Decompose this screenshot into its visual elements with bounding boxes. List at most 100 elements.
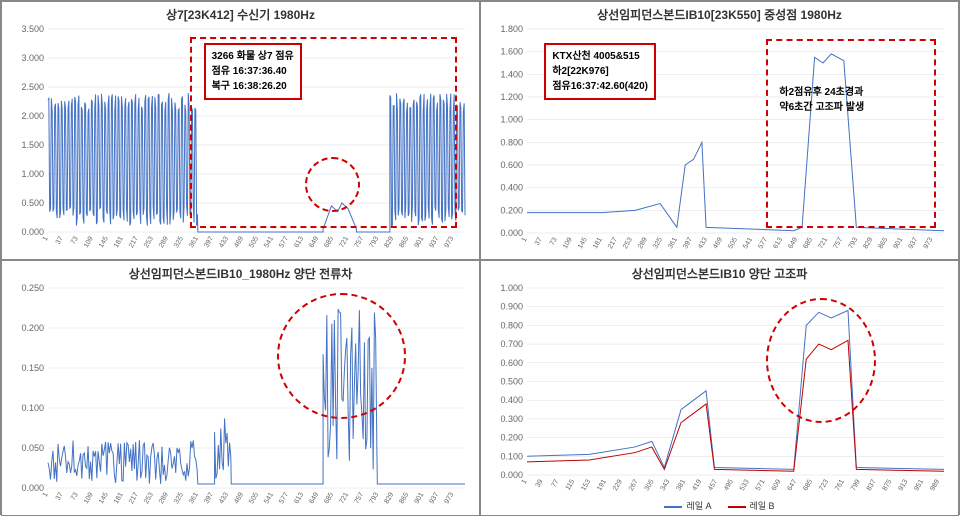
x-tick-label: 325 [173,235,185,249]
y-tick-label: 3.500 [21,25,44,34]
x-tick-label: 289 [158,235,170,249]
chart-area: 0.0000.5001.0001.5002.0002.5003.0003.500… [10,25,471,256]
x-tick-label: 793 [368,235,380,249]
x-tick-label: 267 [628,478,640,492]
x-tick-label: 145 [98,235,110,249]
x-tick-label: 145 [98,491,110,505]
x-tick-label: 495 [723,478,735,492]
x-tick-label: 153 [580,478,592,492]
y-tick-label: 1.000 [500,284,523,293]
y-tick-label: 0.500 [500,377,523,387]
x-tick-label: 793 [847,236,859,250]
x-tick-label: 613 [293,491,305,505]
panel-bottom-left: 상선임피던스본드IB10_1980Hz 양단 전류차 0.0000.0500.1… [1,260,480,516]
x-tick-label: 397 [682,236,694,250]
x-tick-label: 577 [757,236,769,250]
y-tick-label: 2.000 [21,111,44,121]
x-tick-label: 419 [691,478,703,492]
panel-top-left: 상7[23K412] 수신기 1980Hz 0.0000.5001.0001.5… [1,1,480,260]
panel-bottom-right: 상선임피던스본드IB10 양단 고조파 0.0000.1000.2000.300… [480,260,959,516]
x-tick-label: 613 [293,235,305,249]
x-tick-label: 541 [742,236,754,250]
x-tick-label: 837 [866,478,878,492]
annotation-line: 복구 16:38:26.20 [212,79,294,94]
x-tick-label: 721 [817,236,829,250]
x-tick-label: 433 [697,236,709,250]
panel-top-right: 상선임피던스본드IB10[23K550] 중성점 1980Hz 0.0000.2… [480,1,959,260]
y-tick-label: 1.200 [500,92,523,102]
x-tick-label: 1 [42,491,50,498]
x-tick-label: 109 [83,235,95,249]
annotation-line: 하2[22K976] [552,64,648,79]
x-tick-label: 469 [233,491,245,505]
x-tick-label: 469 [712,236,724,250]
y-tick-label: 0.800 [500,320,523,330]
annotation-text-box: KTX산천 4005&515하2[22K976]점유16:37:42.60(42… [544,43,656,100]
y-tick-label: 0.000 [21,227,44,237]
x-tick-label: 799 [850,478,862,492]
x-tick-label: 649 [308,235,320,249]
x-tick-label: 217 [607,236,619,250]
y-tick-label: 1.800 [500,25,523,34]
x-tick-label: 469 [233,235,245,249]
x-tick-label: 433 [218,235,230,249]
x-tick-label: 305 [644,478,656,492]
annotation-line: 점유 16:37:36.40 [212,64,294,79]
x-tick-label: 361 [188,491,200,505]
x-tick-label: 685 [323,491,335,505]
chart-title: 상선임피던스본드IB10 양단 고조파 [489,265,950,282]
y-tick-label: 0.400 [500,183,523,193]
x-tick-label: 505 [248,491,260,505]
x-tick-label: 217 [128,235,140,249]
x-tick-label: 757 [353,491,365,505]
x-tick-label: 433 [218,491,230,505]
legend-swatch [664,506,682,508]
x-tick-label: 381 [675,478,687,492]
x-tick-label: 181 [592,236,604,250]
x-tick-label: 649 [308,491,320,505]
x-tick-label: 609 [771,478,783,492]
x-tick-label: 253 [143,491,155,505]
chart-svg: 0.0000.1000.2000.3000.4000.5000.6000.700… [489,284,950,511]
y-tick-label: 0.000 [500,470,523,480]
annotation-line: 약6초간 고조파 발생 [779,100,864,115]
chart-legend: 레일 A레일 B [489,499,950,512]
x-tick-label: 793 [368,491,380,505]
x-tick-label: 73 [70,235,80,245]
x-tick-label: 685 [802,478,814,492]
x-tick-label: 901 [414,235,426,249]
x-tick-label: 541 [263,235,275,249]
series-line [527,340,944,471]
x-tick-label: 73 [549,236,559,246]
x-tick-label: 1 [521,478,529,485]
x-tick-label: 577 [278,235,290,249]
chart-grid: 상7[23K412] 수신기 1980Hz 0.0000.5001.0001.5… [0,0,960,515]
x-tick-label: 229 [612,478,624,492]
x-tick-label: 37 [534,236,544,246]
y-tick-label: 0.000 [500,228,523,238]
x-tick-label: 685 [802,236,814,250]
x-tick-label: 865 [877,236,889,250]
x-tick-label: 253 [622,236,634,250]
x-tick-label: 115 [565,478,577,491]
x-tick-label: 875 [882,478,894,492]
x-tick-label: 361 [188,235,200,249]
chart-title: 상선임피던스본드IB10_1980Hz 양단 전류차 [10,265,471,282]
y-tick-label: 0.900 [500,302,523,312]
x-tick-label: 865 [398,235,410,249]
y-tick-label: 0.150 [21,363,44,373]
chart-area: 0.0000.0500.1000.1500.2000.2501377310914… [10,284,471,512]
y-tick-label: 0.800 [500,137,523,147]
x-tick-label: 181 [113,491,125,505]
x-tick-label: 37 [55,491,65,501]
annotation-line: 점유16:37:42.60(420) [552,79,648,94]
x-tick-label: 505 [248,235,260,249]
x-tick-label: 973 [923,236,935,250]
x-tick-label: 647 [786,478,798,492]
annotation-line: 하2점유후 24초경과 [779,85,864,100]
x-tick-label: 951 [913,478,925,492]
y-tick-label: 0.050 [21,443,44,453]
x-tick-label: 577 [278,491,290,505]
x-tick-label: 145 [577,236,589,250]
x-tick-label: 253 [143,235,155,249]
